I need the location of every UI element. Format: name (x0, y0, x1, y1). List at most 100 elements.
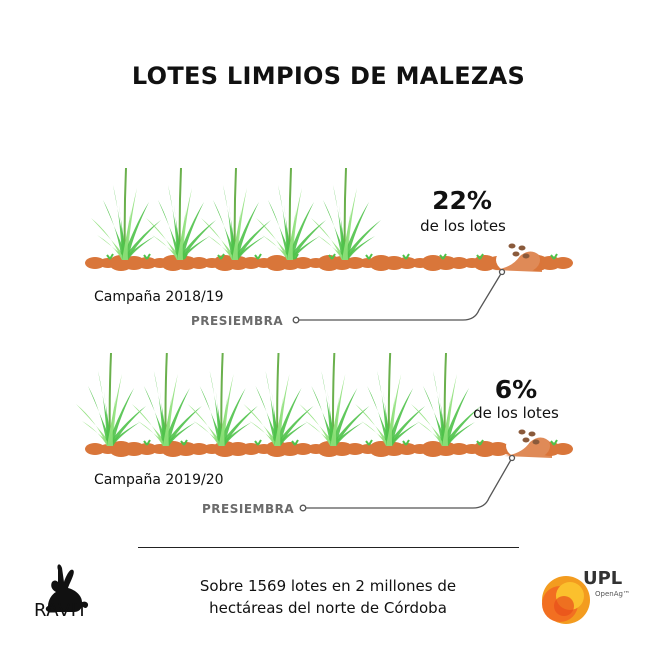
soil-scene-2018 (85, 167, 573, 324)
sprout (550, 439, 558, 446)
grass-leaf (122, 236, 155, 260)
grass-leaf (218, 422, 252, 446)
grass-leaf (122, 220, 161, 260)
mound-soil (494, 251, 542, 272)
soil-clump (553, 257, 573, 269)
grass-leaf (159, 391, 169, 446)
grass-leaf (187, 404, 225, 446)
grass-leaf (177, 220, 216, 260)
grass-plant (299, 352, 370, 447)
grass-leaf (131, 404, 169, 446)
sprout (365, 253, 373, 260)
grass-leaf (104, 391, 113, 446)
seed (522, 437, 530, 443)
grass-leaf (177, 236, 210, 260)
grass-leaf (113, 185, 128, 260)
grass-leaf (162, 406, 202, 446)
grass-leaf (342, 202, 369, 260)
grass-plant (411, 352, 481, 447)
grass-leaf (97, 235, 128, 260)
grass-leaf (223, 185, 238, 260)
sprout (143, 253, 151, 260)
sprout (476, 253, 484, 260)
sprout (476, 439, 484, 446)
soil-clump (449, 443, 469, 455)
leader-dot-start (292, 316, 300, 324)
grass-leaf (229, 205, 238, 260)
grass-leaf (333, 185, 348, 260)
soil-clump (345, 443, 365, 455)
grass-leaf (146, 218, 183, 260)
grass-leaf (305, 421, 337, 446)
soil-clump (137, 443, 157, 455)
grass-leaf (355, 404, 393, 446)
grass-leaf (287, 236, 320, 260)
stage-label: PRESIEMBRA (202, 502, 295, 516)
grass-leaf (383, 391, 393, 446)
grass-leaf (82, 421, 113, 446)
grass-leaf (215, 391, 225, 446)
grass-leaf (442, 388, 469, 446)
grass-plant (256, 167, 326, 261)
sprout (291, 439, 299, 446)
grass-leaf (284, 205, 293, 260)
grass-plant (131, 352, 202, 447)
sprout (180, 439, 188, 446)
grass-leaf (218, 396, 228, 446)
percent-label: de los lotes (473, 404, 559, 422)
grass-leaf (218, 406, 258, 446)
grass-leaf (174, 205, 183, 260)
grass-leaf (287, 210, 296, 260)
grass-leaf (317, 235, 348, 260)
grass-leaf (119, 205, 128, 260)
footer-line-1: Sobre 1569 lotes en 2 millones de (199, 577, 457, 595)
seed (518, 245, 526, 251)
grass-leaf (232, 202, 259, 260)
grass-leaf (243, 404, 281, 446)
seed (522, 253, 530, 259)
grass-leaf (152, 235, 183, 260)
grass-leaf (177, 210, 186, 260)
grass-leaf (417, 421, 448, 446)
grass-leaf (153, 371, 169, 446)
grass-leaf (162, 396, 172, 446)
sprout (143, 439, 151, 446)
sprout (439, 253, 447, 260)
footer-line-2: hectáreas del norte de Córdoba (209, 599, 447, 617)
soil-clump (241, 257, 261, 269)
grass-leaf (162, 388, 190, 446)
grass-leaf (107, 406, 146, 446)
soil-clump (397, 257, 417, 269)
sprout (365, 439, 373, 446)
grass-leaf (232, 220, 271, 260)
grass-leaf (342, 220, 381, 260)
divider-line (138, 547, 519, 548)
grass-leaf (287, 202, 314, 260)
grass-leaf (342, 210, 351, 260)
campaign-panel-2019: 6% de los lotes Campaña 2019/20 PRESIEMB… (0, 345, 657, 545)
sprout (328, 253, 336, 260)
grass-leaf (265, 371, 281, 446)
grass-leaf (342, 236, 375, 260)
sprout (402, 253, 410, 260)
grass-plant (76, 352, 146, 447)
soil-clump (137, 257, 157, 269)
grass-leaf (232, 236, 265, 260)
grass-leaf (361, 421, 393, 446)
grass-leaf (299, 404, 337, 446)
grass-plant (146, 167, 216, 261)
grass-leaf (122, 210, 131, 260)
grass-leaf (386, 396, 396, 446)
percent-label: de los lotes (420, 217, 506, 235)
grass-leaf (287, 220, 326, 260)
grass-leaf (193, 421, 225, 446)
soil-clump (189, 443, 209, 455)
leader-dot-end (508, 454, 516, 462)
grass-leaf (207, 235, 238, 260)
grass-plant (243, 352, 314, 447)
upl-logo-icon (542, 576, 590, 624)
grass-leaf (439, 391, 448, 446)
soil-clump (241, 443, 261, 455)
grass-leaf (442, 406, 481, 446)
campaign-label: Campaña 2018/19 (94, 289, 224, 305)
